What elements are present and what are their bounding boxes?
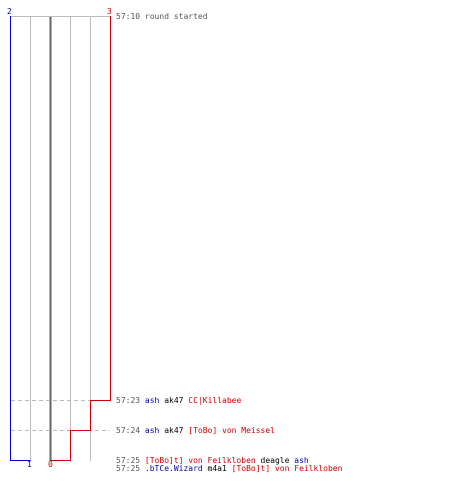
- red-team-line: [50, 16, 111, 461]
- victim-name: [ToBo]t] von Feilkloben: [231, 464, 343, 473]
- blue-team-line: [10, 16, 31, 461]
- blue-top-score: 2: [7, 7, 12, 16]
- killer-name: ash: [144, 396, 160, 405]
- red-top-score: 3: [107, 7, 112, 16]
- event-time: 57:24: [116, 426, 141, 435]
- red-bottom-score: 0: [48, 460, 53, 469]
- event-kill: 57:24 ash ak47 [ToBo] von Meissel: [116, 426, 275, 435]
- event-kill: 57:25 [ToBo]t] von Feilkloben deagle ash: [116, 456, 309, 465]
- blue-bottom-score: 1: [27, 460, 32, 469]
- event-guides: [11, 400, 110, 431]
- killer-name: .bTCe.Wizard: [144, 464, 203, 473]
- victim-name: ash: [294, 456, 309, 465]
- weapon-name: deagle: [260, 456, 290, 465]
- event-time: 57:25: [116, 456, 141, 465]
- weapon-name: ak47: [164, 396, 184, 405]
- weapon-name: m4a1: [207, 464, 227, 473]
- event-time: 57:25: [116, 464, 141, 473]
- victim-name: [ToBo] von Meissel: [188, 426, 275, 435]
- event-text: round started: [144, 12, 208, 21]
- grid-lines: [30, 16, 91, 461]
- event-kill: 57:23 ash ak47 CC|Killabee: [116, 396, 241, 405]
- event-kill: 57:25 .bTCe.Wizard m4a1 [ToBo]t] von Fei…: [116, 464, 342, 473]
- victim-name: CC|Killabee: [188, 396, 242, 405]
- killer-name: ash: [144, 426, 160, 435]
- killer-name: [ToBo]t] von Feilkloben: [144, 456, 256, 465]
- event-round-start: 57:10 round started: [116, 12, 208, 21]
- weapon-name: ak47: [164, 426, 184, 435]
- event-time: 57:10: [116, 12, 141, 21]
- event-time: 57:23: [116, 396, 141, 405]
